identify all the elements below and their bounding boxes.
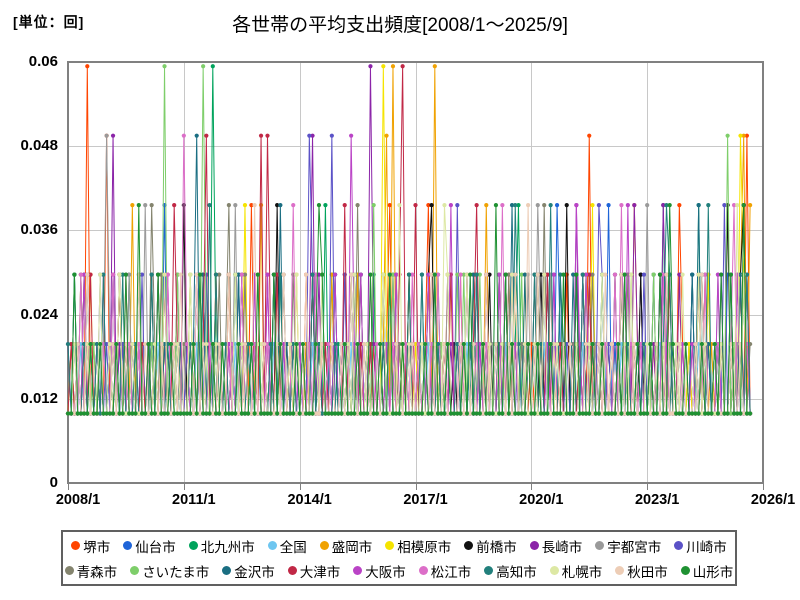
y-tick-label: 0.048 bbox=[20, 137, 58, 155]
x-tick-label: 2020/1 bbox=[519, 492, 564, 508]
legend-item: 堺市 bbox=[71, 536, 110, 556]
x-tick-label: 2017/1 bbox=[403, 492, 448, 508]
y-tick-label: 0.06 bbox=[28, 53, 58, 70]
legend-label: 仙台市 bbox=[135, 539, 176, 555]
y-tick-label: 0 bbox=[49, 474, 58, 491]
legend-item: 金沢市 bbox=[222, 561, 275, 581]
legend-label: 大阪市 bbox=[365, 564, 406, 580]
legend-item: 秋田市 bbox=[615, 561, 668, 581]
legend-dot-icon bbox=[680, 566, 690, 575]
x-tick-label: 2023/1 bbox=[634, 492, 680, 508]
legend-label: 全国 bbox=[279, 539, 307, 555]
legend-label: 相模原市 bbox=[397, 539, 452, 555]
legend-label: 高知市 bbox=[496, 564, 537, 580]
legend-label: 北九州市 bbox=[200, 539, 255, 555]
legend-dot-icon bbox=[549, 566, 559, 575]
legend-dot-icon bbox=[287, 566, 297, 575]
legend-label: 金沢市 bbox=[234, 564, 275, 580]
legend-item: 相模原市 bbox=[385, 536, 451, 556]
legend-dot-icon bbox=[484, 566, 494, 575]
legend-dot-icon bbox=[123, 541, 133, 550]
legend-dot-icon bbox=[188, 541, 198, 550]
legend-item: 全国 bbox=[267, 536, 307, 556]
legend-label: 札幌市 bbox=[561, 564, 603, 580]
legend-dot-icon bbox=[353, 566, 363, 575]
legend-item: 北九州市 bbox=[188, 536, 255, 556]
legend-dot-icon bbox=[71, 541, 81, 550]
legend-dot-icon bbox=[464, 541, 474, 550]
y-tick-label: 0.024 bbox=[20, 305, 58, 323]
legend-label: 盛岡市 bbox=[331, 539, 373, 555]
legend-item: さいたま市 bbox=[130, 561, 209, 581]
legend-label: 松江市 bbox=[430, 564, 472, 580]
legend-item: 前橋市 bbox=[464, 536, 517, 556]
legend-dot-icon bbox=[674, 541, 684, 550]
legend-label: 青森市 bbox=[76, 564, 118, 580]
legend-row-1: 堺市 仙台市 北九州市 全国 盛岡市 相模原市 前橋市 長崎市 宇都宮市 川崎市 bbox=[63, 533, 735, 558]
legend-dot-icon bbox=[267, 541, 277, 550]
legend-item: 山形市 bbox=[680, 561, 734, 581]
legend-label: 山形市 bbox=[692, 564, 734, 580]
legend-label: 秋田市 bbox=[627, 564, 668, 580]
legend-item: 川崎市 bbox=[674, 536, 727, 556]
legend-item: 宇都宮市 bbox=[595, 536, 661, 556]
legend-dot-icon bbox=[130, 566, 140, 575]
legend-label: 長崎市 bbox=[541, 539, 583, 555]
legend-item: 松江市 bbox=[418, 561, 472, 581]
legend-label: 堺市 bbox=[83, 539, 111, 555]
legend-item: 札幌市 bbox=[549, 561, 603, 581]
y-tick-label: 0.012 bbox=[20, 389, 58, 407]
legend-row-2: 青森市 さいたま市 金沢市 大津市 大阪市 松江市 高知市 札幌市 秋田市 山形市 bbox=[63, 558, 735, 583]
y-axis-unit-label: [単位：回] bbox=[13, 14, 85, 30]
x-tick-label: 2014/1 bbox=[287, 492, 332, 508]
legend-item: 高知市 bbox=[484, 561, 537, 581]
legend-dot-icon bbox=[319, 541, 329, 550]
legend-dot-icon bbox=[615, 566, 625, 575]
legend-dot-icon bbox=[385, 541, 395, 550]
x-tick-label: 2011/1 bbox=[172, 492, 216, 508]
legend-box: 堺市 仙台市 北九州市 全国 盛岡市 相模原市 前橋市 長崎市 宇都宮市 川崎市 青森市 さいたま市… bbox=[61, 530, 737, 586]
legend-item: 大津市 bbox=[287, 561, 341, 581]
legend-item: 長崎市 bbox=[529, 536, 583, 556]
legend-item: 青森市 bbox=[64, 561, 118, 581]
y-tick-label: 0.036 bbox=[20, 221, 58, 239]
legend-item: 仙台市 bbox=[123, 536, 176, 556]
legend-dot-icon bbox=[529, 541, 539, 550]
x-tick-label: 2026/1 bbox=[750, 492, 796, 508]
legend-label: 前橋市 bbox=[476, 539, 517, 555]
legend-dot-icon bbox=[64, 566, 74, 575]
legend-label: 大津市 bbox=[299, 564, 341, 580]
legend-label: さいたま市 bbox=[142, 564, 210, 580]
legend-item: 大阪市 bbox=[353, 561, 406, 581]
chart-title: 各世帯の平均支出頻度[2008/1～2025/9] bbox=[232, 15, 568, 36]
legend-label: 川崎市 bbox=[686, 539, 727, 555]
legend-dot-icon bbox=[418, 566, 428, 575]
legend-label: 宇都宮市 bbox=[607, 539, 662, 555]
legend-item: 盛岡市 bbox=[319, 536, 373, 556]
legend-dot-icon bbox=[222, 566, 232, 575]
line-chart-plot-area bbox=[0, 0, 800, 530]
legend-dot-icon bbox=[595, 541, 605, 550]
x-tick-label: 2008/1 bbox=[55, 492, 101, 508]
